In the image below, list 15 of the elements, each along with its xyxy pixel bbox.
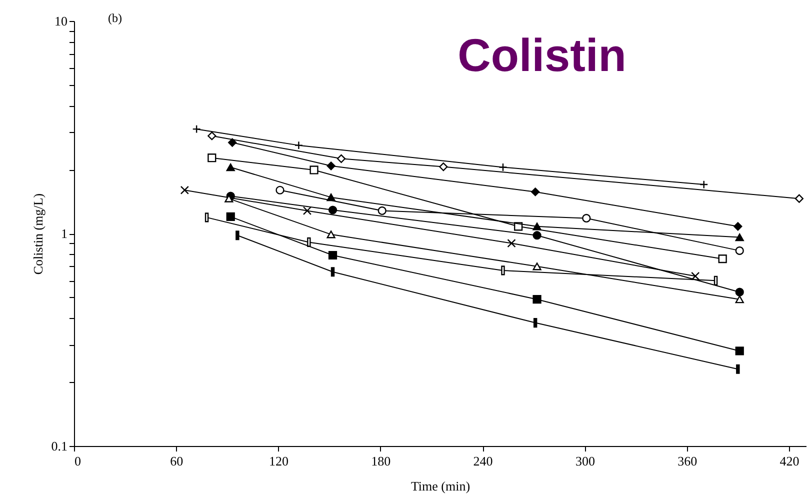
x-axis-title: Time (min): [410, 478, 470, 494]
y-tick-label: 10: [54, 14, 68, 28]
x-tick-label: 120: [269, 454, 289, 468]
annotation: (b): [108, 11, 122, 25]
y-tick-label: 0.1: [51, 438, 68, 454]
chart-title: Colistin: [458, 29, 626, 81]
x-tick-label: 180: [371, 454, 391, 468]
y-tick-label: 1: [61, 226, 68, 241]
y-axis-title: Colistin (mg/L): [30, 193, 46, 275]
x-tick-label: 420: [780, 454, 800, 468]
x-tick-label: 60: [170, 454, 184, 468]
x-tick-label: 300: [575, 454, 595, 468]
x-tick-label: 0: [74, 454, 81, 468]
x-tick-label: 240: [473, 454, 493, 468]
x-tick-label: 360: [678, 454, 698, 468]
